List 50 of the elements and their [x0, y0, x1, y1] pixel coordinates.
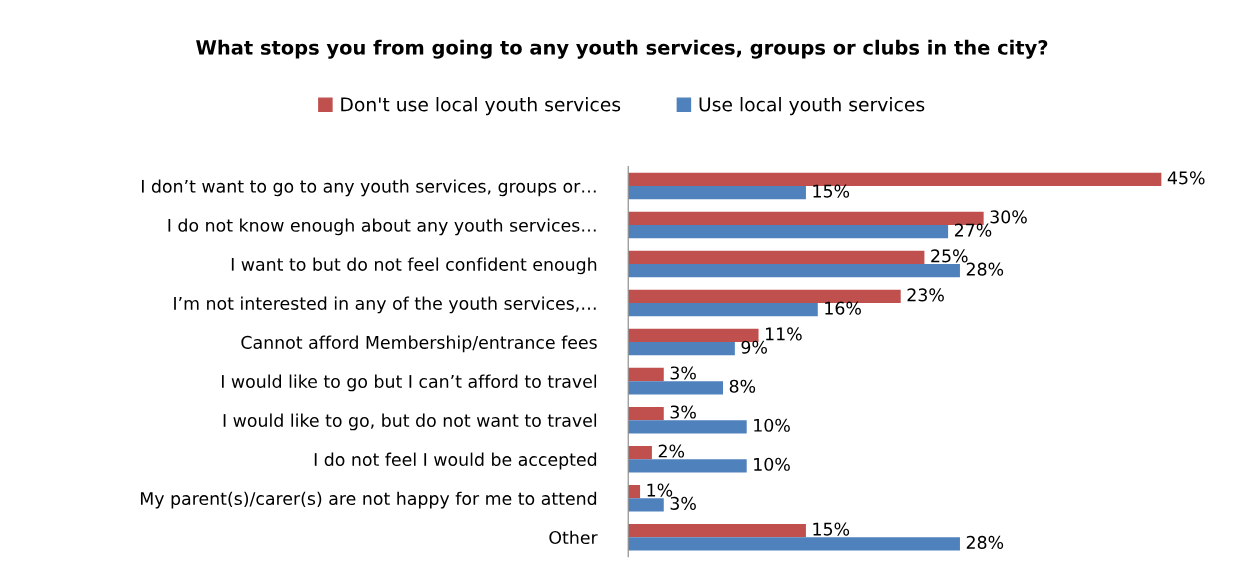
y-tick-label: I’m not interested in any of the youth services,…: [174, 296, 596, 314]
data-label: 28%: [966, 535, 1004, 549]
data-label: 23%: [907, 288, 944, 302]
y-tick-label: I do not feel I would be accepted: [314, 452, 597, 470]
data-label: 9%: [741, 340, 767, 354]
bar: [628, 264, 960, 278]
bar: [628, 406, 664, 421]
data-label: 16%: [825, 301, 861, 315]
data-label: 27%: [954, 223, 992, 237]
legend-label: Don't use local youth services: [341, 97, 621, 116]
bar: [628, 225, 949, 239]
y-tick-label: I want to but do not feel confident enough: [231, 257, 597, 275]
bar: [628, 381, 723, 395]
bar: [628, 367, 664, 382]
y-tick-label: I do not know enough about any youth services…: [168, 218, 596, 236]
y-tick-label: Other: [549, 530, 598, 545]
bar: [628, 537, 960, 551]
bar: [628, 420, 747, 434]
y-tick-label: Cannot afford Membership/entrance fees: [241, 335, 597, 353]
data-label: 30%: [990, 210, 1027, 224]
chart-title: What stops you from going to any youth services, groups or clubs in the city?: [196, 39, 1048, 59]
data-label: 3%: [670, 366, 696, 380]
y-tick-label: My parent(s)/carer(s) are not happy for me to attend: [140, 491, 597, 509]
data-label: 28%: [966, 262, 1004, 276]
bar: [628, 172, 1162, 186]
legend-label: Use local youth services: [699, 97, 925, 116]
data-label: 25%: [931, 249, 968, 263]
bar: [628, 250, 925, 265]
bar: [628, 303, 818, 317]
data-label: 2%: [658, 444, 685, 458]
data-label: 8%: [729, 379, 756, 393]
data-label: 45%: [1167, 171, 1205, 185]
data-label: 3%: [670, 405, 696, 419]
data-label: 15%: [813, 522, 850, 536]
data-label: 11%: [766, 327, 802, 341]
data-label: 10%: [754, 418, 790, 432]
data-label: 1%: [647, 483, 673, 497]
data-label: 3%: [670, 496, 696, 510]
data-label: 15%: [813, 184, 850, 198]
bar: [628, 459, 747, 473]
data-label: 10%: [754, 457, 790, 471]
bar: [628, 342, 735, 356]
bar: [628, 484, 641, 499]
bar: [628, 523, 806, 538]
y-tick-label: I would like to go, but do not want to travel: [223, 413, 597, 431]
y-tick-label: I would like to go but I can’t afford to travel: [221, 374, 597, 392]
bar: [628, 185, 806, 200]
bar: [628, 445, 652, 460]
bar: [628, 498, 664, 512]
y-tick-label: I don’t want to go to any youth services, groups or…: [141, 179, 596, 197]
